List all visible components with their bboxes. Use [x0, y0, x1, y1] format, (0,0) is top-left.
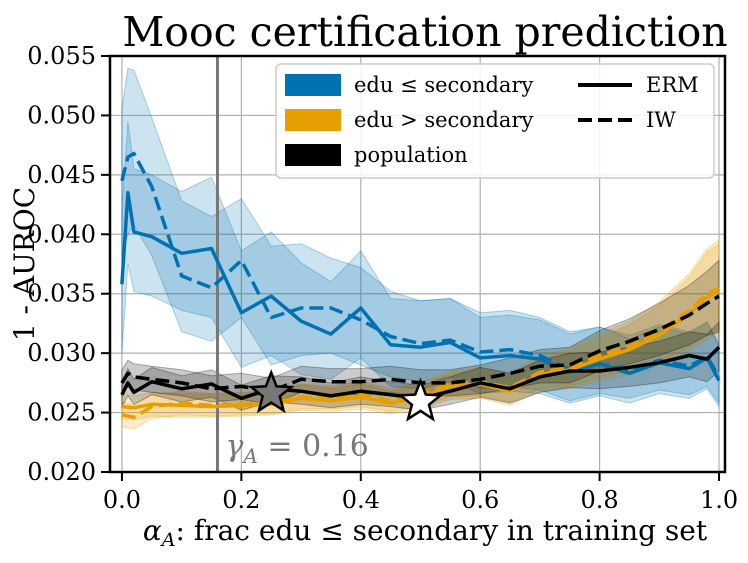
- y-tick-label: 0.055: [27, 42, 96, 70]
- legend-box: [275, 63, 715, 179]
- legend-label-edu-gt-secondary: edu > secondary: [354, 108, 533, 132]
- legend-label-population: population: [354, 143, 468, 167]
- star-marker-half: [397, 377, 444, 422]
- chart-title: Mooc certification prediction: [122, 8, 727, 56]
- y-tick-label: 0.020: [27, 458, 96, 486]
- line-population-iw: [120, 294, 720, 393]
- x-axis-label: αA: frac edu ≤ secondary in training set: [143, 514, 708, 551]
- plot-series-group: [120, 56, 721, 472]
- y-tick-label: 0.050: [27, 101, 96, 129]
- legend: edu ≤ secondary edu > secondary population…: [275, 63, 715, 179]
- legend-swatch-edu-gt-secondary: [285, 109, 341, 131]
- band-edu-gt-secondary-erm: [121, 242, 720, 421]
- x-tick-label: 0.6: [461, 486, 499, 514]
- plot-frame: [108, 54, 727, 474]
- gamma-label: γA = 0.16: [225, 429, 368, 468]
- legend-swatch-edu-le-secondary: [285, 74, 341, 96]
- y-tick-label: 0.025: [27, 399, 96, 427]
- band-edu-le-secondary-iw: [121, 67, 720, 405]
- legend-label-iw: IW: [646, 108, 676, 132]
- y-tick-label: 0.030: [27, 339, 96, 367]
- plot-area: 0.0 0.2 0.4 0.6 0.8 1.0 0.020 0.025 0.030 0.035 0.…: [27, 42, 738, 514]
- y-tick-label: 0.040: [27, 220, 96, 248]
- band-edu-le-secondary-erm: [121, 121, 720, 409]
- legend-label-edu-le-secondary: edu ≤ secondary: [354, 73, 533, 97]
- legend-label-erm: ERM: [646, 73, 699, 97]
- legend-swatch-population: [285, 144, 341, 166]
- y-axis-label: 1 - AUROC: [8, 187, 41, 341]
- y-tick-label: 0.045: [27, 161, 96, 189]
- x-tick-label: 1.0: [700, 486, 738, 514]
- x-tick-label: 0.2: [222, 486, 260, 514]
- y-tick-label: 0.035: [27, 280, 96, 308]
- x-tick-label: 0.0: [103, 486, 141, 514]
- x-tick-label: 0.4: [342, 486, 380, 514]
- star-marker-gamma: [247, 369, 295, 414]
- line-edu-le-secondary-erm: [120, 190, 721, 382]
- band-edu-gt-secondary-iw: [121, 239, 720, 430]
- x-tick-label: 0.8: [581, 486, 619, 514]
